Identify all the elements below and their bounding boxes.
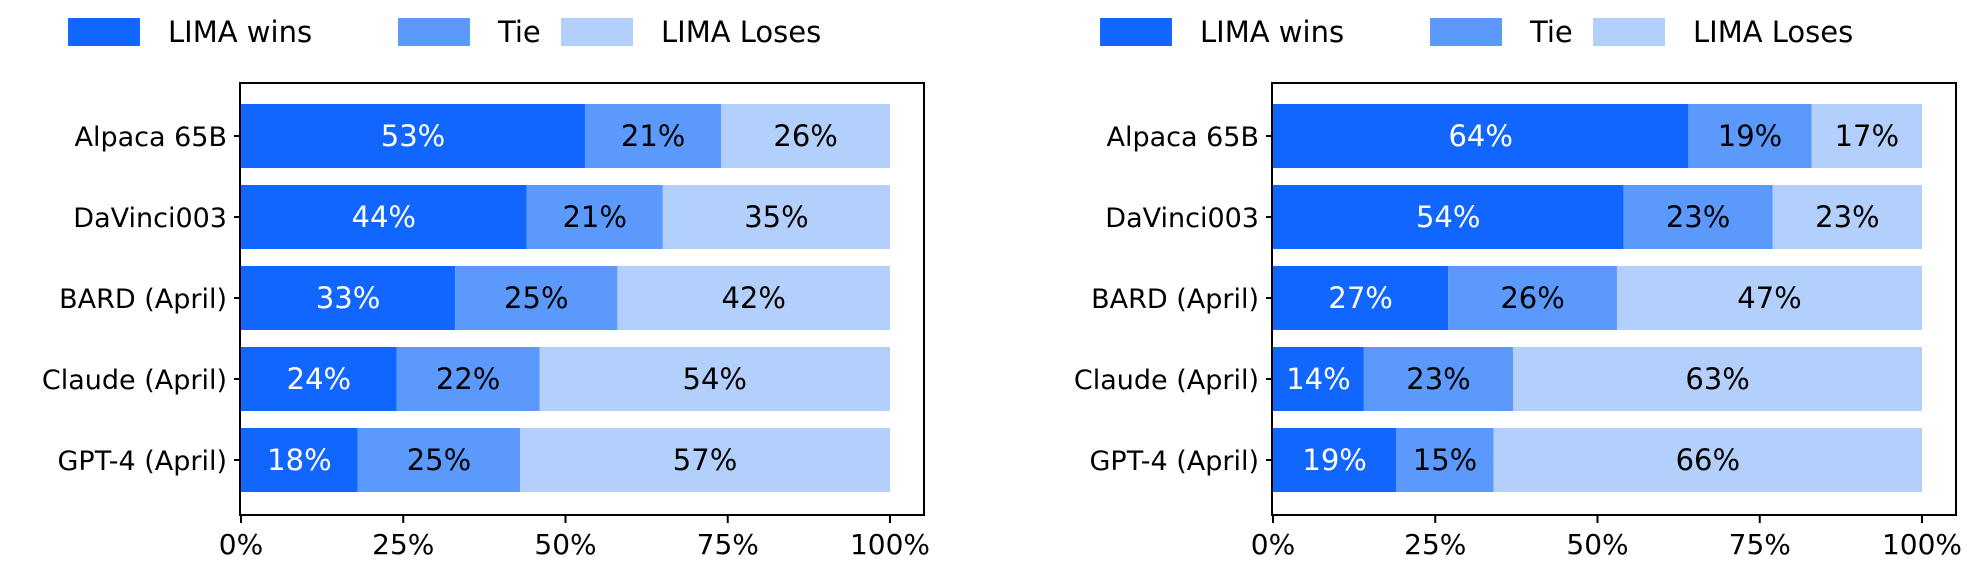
bar-1-3	[1363, 347, 1514, 411]
legend-swatch-0	[1100, 18, 1172, 46]
bar-1-2	[1448, 266, 1617, 330]
legend-label-1: Tie	[1529, 15, 1573, 49]
bar-2-4	[520, 428, 890, 492]
legend-label-1: Tie	[497, 15, 541, 49]
bar-label-0-0: 64%	[1448, 119, 1512, 153]
bar-2-2	[617, 266, 890, 330]
bar-0-0	[1273, 104, 1689, 168]
y-tick-label-2: BARD (April)	[1091, 284, 1259, 315]
bar-label-2-2: 42%	[721, 281, 785, 315]
bar-0-4	[1273, 428, 1397, 492]
bar-0-3	[1273, 347, 1364, 411]
bar-label-1-3: 23%	[1406, 362, 1470, 396]
y-tick-label-0: Alpaca 65B	[74, 122, 227, 153]
bar-0-1	[241, 185, 527, 249]
bar-label-1-2: 26%	[1500, 281, 1564, 315]
bar-label-1-4: 15%	[1413, 443, 1477, 477]
bar-label-2-0: 26%	[773, 119, 837, 153]
bar-label-2-1: 35%	[744, 200, 808, 234]
bar-2-1	[662, 185, 890, 249]
bar-1-2	[455, 266, 618, 330]
bar-1-4	[357, 428, 521, 492]
axes-frame	[1271, 82, 1957, 516]
bar-label-0-3: 24%	[287, 362, 351, 396]
y-tick-label-4: GPT-4 (April)	[1089, 446, 1259, 477]
bar-label-2-4: 66%	[1676, 443, 1740, 477]
chart-panel-2: LIMA wins Tie LIMA Loses 64% 19% 17% Alpaca 65…	[1074, 15, 1962, 561]
bar-label-1-2: 25%	[504, 281, 568, 315]
y-tick-label-1: DaVinci003	[73, 203, 227, 234]
legend-swatch-0	[68, 18, 140, 46]
y-tick-label-0: Alpaca 65B	[1106, 122, 1259, 153]
bar-2-2	[1616, 266, 1922, 330]
bar-label-2-3: 63%	[1685, 362, 1749, 396]
bar-label-0-1: 54%	[1416, 200, 1480, 234]
bar-label-1-0: 19%	[1718, 119, 1782, 153]
bar-0-4	[241, 428, 358, 492]
bar-label-2-2: 47%	[1737, 281, 1801, 315]
chart-panel-1: LIMA wins Tie LIMA Loses 53% 21% 26% Alpaca 65…	[42, 15, 930, 561]
bar-2-3	[539, 347, 890, 411]
bar-label-0-2: 33%	[316, 281, 380, 315]
bar-label-1-3: 22%	[436, 362, 500, 396]
bar-label-2-3: 54%	[683, 362, 747, 396]
x-tick-label-3: 75%	[697, 528, 759, 561]
legend-label-2: LIMA Loses	[1693, 15, 1853, 49]
bar-label-1-1: 21%	[562, 200, 626, 234]
legend-label-0: LIMA wins	[1200, 15, 1344, 49]
x-tick-label-1: 25%	[372, 528, 434, 561]
bar-0-2	[1273, 266, 1449, 330]
bar-1-0	[1688, 104, 1812, 168]
bar-0-3	[241, 347, 397, 411]
x-tick-label-0: 0%	[219, 528, 263, 561]
x-tick-label-2: 50%	[534, 528, 596, 561]
bar-2-0	[1811, 104, 1922, 168]
bar-label-2-1: 23%	[1815, 200, 1879, 234]
bar-1-4	[1396, 428, 1494, 492]
legend-swatch-1	[398, 18, 470, 46]
bar-label-0-4: 19%	[1302, 443, 1366, 477]
bar-label-0-0: 53%	[381, 119, 445, 153]
legend-label-2: LIMA Loses	[661, 15, 821, 49]
bar-label-1-0: 21%	[621, 119, 685, 153]
bar-0-2	[241, 266, 456, 330]
legend-swatch-1	[1430, 18, 1502, 46]
x-tick-label-0: 0%	[1251, 528, 1295, 561]
y-tick-label-3: Claude (April)	[1074, 365, 1259, 396]
x-tick-label-1: 25%	[1404, 528, 1466, 561]
bar-label-0-3: 14%	[1286, 362, 1350, 396]
y-tick-label-1: DaVinci003	[1105, 203, 1259, 234]
x-tick-label-4: 100%	[850, 528, 930, 561]
bar-0-1	[1273, 185, 1624, 249]
y-tick-label-2: BARD (April)	[59, 284, 227, 315]
bar-label-0-2: 27%	[1328, 281, 1392, 315]
x-tick-label-2: 50%	[1566, 528, 1628, 561]
bar-label-0-4: 18%	[267, 443, 331, 477]
bar-label-2-0: 17%	[1835, 119, 1899, 153]
bar-2-3	[1513, 347, 1922, 411]
bar-label-0-1: 44%	[352, 200, 416, 234]
bar-1-3	[396, 347, 540, 411]
bar-label-1-1: 23%	[1666, 200, 1730, 234]
legend-swatch-2	[561, 18, 633, 46]
bar-label-1-4: 25%	[407, 443, 471, 477]
bar-1-0	[584, 104, 722, 168]
bar-2-1	[1772, 185, 1922, 249]
bar-0-0	[241, 104, 585, 168]
axes-frame	[239, 82, 925, 516]
legend-swatch-2	[1593, 18, 1665, 46]
y-tick-label-4: GPT-4 (April)	[57, 446, 227, 477]
legend-label-0: LIMA wins	[168, 15, 312, 49]
x-tick-label-4: 100%	[1882, 528, 1962, 561]
y-tick-label-3: Claude (April)	[42, 365, 227, 396]
bar-1-1	[526, 185, 663, 249]
bar-2-4	[1493, 428, 1922, 492]
x-tick-label-3: 75%	[1729, 528, 1791, 561]
bar-label-2-4: 57%	[673, 443, 737, 477]
bar-1-1	[1623, 185, 1773, 249]
bar-2-0	[721, 104, 890, 168]
